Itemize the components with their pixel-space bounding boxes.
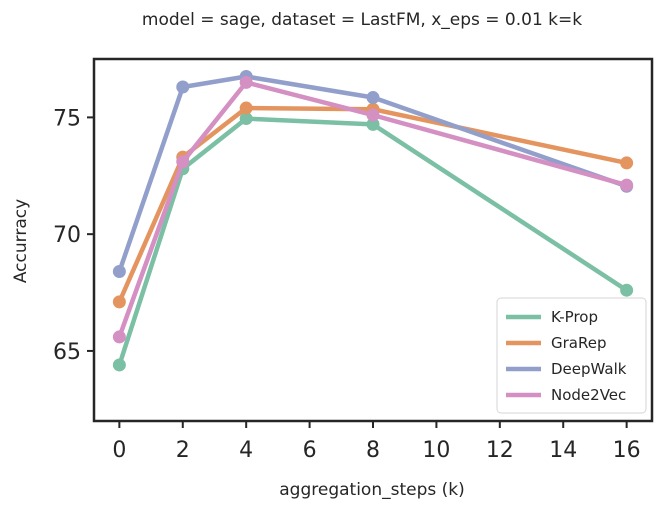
legend-label: Node2Vec — [551, 386, 626, 404]
x-tick-label: 6 — [303, 438, 317, 463]
x-tick-label: 10 — [422, 438, 450, 463]
series-group — [112, 70, 634, 372]
data-point-node2vec — [620, 178, 634, 192]
data-point-k-prop — [620, 283, 634, 297]
y-axis-label: Accurracy — [11, 199, 31, 283]
data-point-node2vec — [112, 330, 126, 344]
x-tick-label: 2 — [176, 438, 190, 463]
data-point-k-prop — [366, 117, 380, 131]
x-tick-label: 4 — [239, 438, 253, 463]
data-point-grarep — [112, 295, 126, 309]
x-tick-label: 0 — [112, 438, 126, 463]
data-point-grarep — [239, 101, 253, 115]
y-tick-label: 75 — [53, 106, 81, 131]
x-tick-label: 14 — [549, 438, 577, 463]
legend: K-Prop GraRep DeepWalk Node2Vec — [496, 297, 647, 414]
data-point-deepwalk — [176, 80, 190, 94]
data-point-node2vec — [366, 108, 380, 122]
x-tick-label: 16 — [613, 438, 641, 463]
y-tick-label: 70 — [53, 223, 81, 248]
data-point-grarep — [620, 156, 634, 170]
axis-ticks: 0 2 4 6 8 10 12 14 16 65 70 75 — [53, 106, 641, 463]
legend-label: K-Prop — [551, 308, 598, 326]
legend-box — [496, 297, 647, 414]
data-point-deepwalk — [366, 91, 380, 105]
data-point-k-prop — [112, 358, 126, 372]
chart-title: model = sage, dataset = LastFM, x_eps = … — [142, 10, 582, 30]
x-tick-label: 8 — [366, 438, 380, 463]
x-axis-label: aggregation_steps (k) — [279, 480, 465, 500]
data-point-k-prop — [239, 112, 253, 126]
series-line-grarep — [117, 105, 629, 305]
legend-label: GraRep — [551, 334, 606, 352]
data-point-deepwalk — [112, 265, 126, 279]
data-point-node2vec — [176, 155, 190, 169]
x-tick-label: 12 — [486, 438, 514, 463]
legend-label: DeepWalk — [551, 360, 627, 378]
y-tick-label: 65 — [53, 340, 81, 365]
data-point-node2vec — [239, 75, 253, 89]
